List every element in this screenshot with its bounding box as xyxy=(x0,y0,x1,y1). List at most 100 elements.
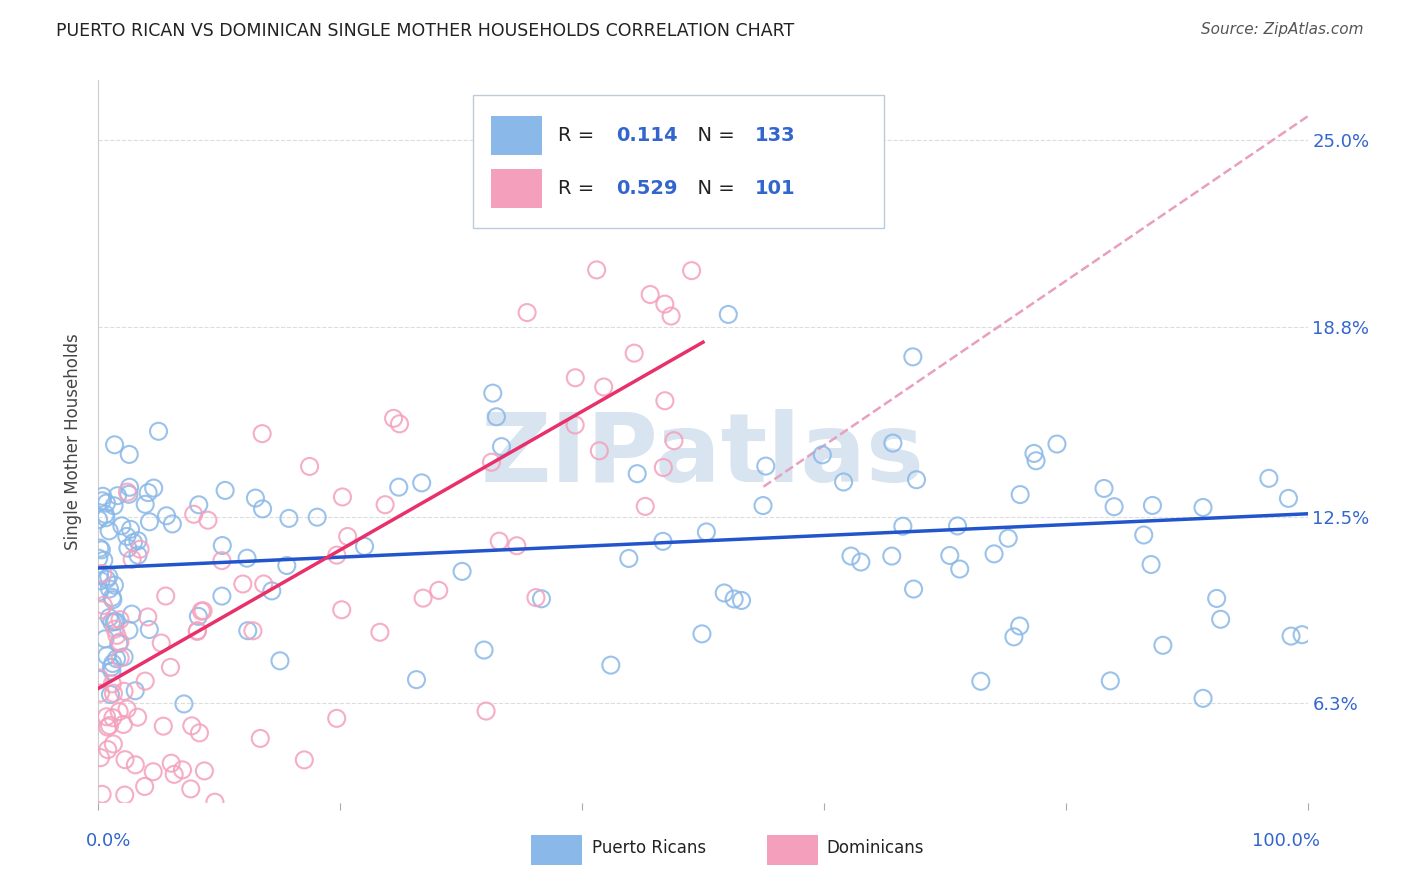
Point xyxy=(124,757,146,772)
Point xyxy=(276,558,298,573)
Text: N =: N = xyxy=(685,127,741,145)
Point xyxy=(111,821,134,835)
Point xyxy=(90,574,112,588)
Point xyxy=(638,287,661,301)
Point xyxy=(214,483,236,498)
Point xyxy=(524,591,547,605)
Point xyxy=(103,499,125,513)
Point xyxy=(160,756,183,771)
Point xyxy=(277,511,299,525)
Point xyxy=(121,607,143,621)
Point xyxy=(672,50,695,64)
Point xyxy=(832,475,855,489)
Point xyxy=(155,508,177,523)
Point xyxy=(292,753,315,767)
Point xyxy=(949,562,972,576)
Point xyxy=(127,710,149,724)
Point xyxy=(87,825,110,839)
Point xyxy=(188,726,211,740)
Point xyxy=(388,480,411,494)
Point xyxy=(681,263,703,277)
Point xyxy=(197,513,219,527)
Point xyxy=(96,648,118,663)
FancyBboxPatch shape xyxy=(474,95,884,228)
Point xyxy=(211,554,233,568)
Point xyxy=(91,493,114,508)
Point xyxy=(148,425,170,439)
Point xyxy=(89,686,111,700)
Text: 100.0%: 100.0% xyxy=(1251,831,1320,850)
Point xyxy=(1209,612,1232,626)
Point xyxy=(101,657,124,671)
Point xyxy=(105,628,128,642)
FancyBboxPatch shape xyxy=(768,835,818,865)
Point xyxy=(104,615,127,629)
Point xyxy=(839,549,862,563)
Point xyxy=(127,533,149,548)
Point xyxy=(108,705,131,719)
Point xyxy=(983,547,1005,561)
Point xyxy=(730,593,752,607)
Point xyxy=(173,697,195,711)
Point xyxy=(159,660,181,674)
Point xyxy=(89,750,111,764)
Point xyxy=(475,704,498,718)
Point xyxy=(136,610,159,624)
Point xyxy=(1046,437,1069,451)
Point xyxy=(89,567,111,582)
Point xyxy=(98,582,121,596)
Point xyxy=(481,386,503,401)
Text: PUERTO RICAN VS DOMINICAN SINGLE MOTHER HOUSEHOLDS CORRELATION CHART: PUERTO RICAN VS DOMINICAN SINGLE MOTHER … xyxy=(56,22,794,40)
Point xyxy=(1140,558,1163,572)
Point xyxy=(98,610,121,624)
Point xyxy=(134,674,156,689)
Point xyxy=(905,473,928,487)
Point xyxy=(1142,499,1164,513)
Point xyxy=(118,480,141,494)
Point xyxy=(87,671,110,685)
Point xyxy=(481,455,503,469)
Point xyxy=(211,589,233,603)
Point xyxy=(1092,482,1115,496)
Point xyxy=(108,635,131,649)
Point xyxy=(117,485,139,500)
Point xyxy=(1008,619,1031,633)
Point xyxy=(1002,630,1025,644)
Point xyxy=(103,615,125,629)
Point xyxy=(488,534,510,549)
Point xyxy=(112,650,135,665)
Point xyxy=(242,624,264,638)
Point xyxy=(652,534,675,549)
Point xyxy=(1291,628,1313,642)
Point xyxy=(946,519,969,533)
Point xyxy=(89,585,111,599)
Text: R =: R = xyxy=(558,127,600,145)
Point xyxy=(1279,629,1302,643)
Point xyxy=(115,702,138,716)
Point xyxy=(112,684,135,698)
Point xyxy=(186,624,208,638)
Point xyxy=(187,498,209,512)
Point xyxy=(236,551,259,566)
Point xyxy=(97,742,120,756)
Text: R =: R = xyxy=(558,179,600,198)
Point xyxy=(588,443,610,458)
Point xyxy=(163,767,186,781)
Text: Source: ZipAtlas.com: Source: ZipAtlas.com xyxy=(1201,22,1364,37)
Text: 0.114: 0.114 xyxy=(616,127,678,145)
Point xyxy=(997,531,1019,545)
Point xyxy=(249,731,271,746)
Point xyxy=(97,720,120,734)
Point xyxy=(690,627,713,641)
Point xyxy=(103,686,125,700)
Point xyxy=(96,573,118,587)
Point xyxy=(96,710,118,724)
Point xyxy=(652,460,675,475)
Point xyxy=(142,764,165,779)
Point xyxy=(882,436,904,450)
Point xyxy=(298,459,321,474)
Point xyxy=(626,467,648,481)
Point xyxy=(136,485,159,500)
Point xyxy=(662,434,685,448)
Point xyxy=(332,490,354,504)
